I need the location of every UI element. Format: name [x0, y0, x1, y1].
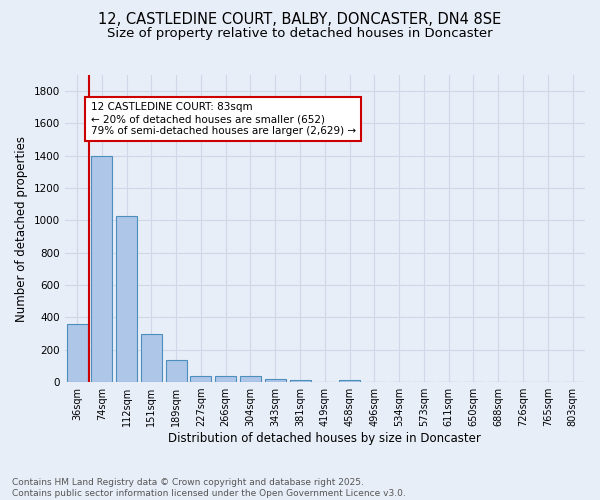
- Text: Size of property relative to detached houses in Doncaster: Size of property relative to detached ho…: [107, 28, 493, 40]
- Bar: [166, 360, 187, 382]
- X-axis label: Distribution of detached houses by size in Doncaster: Distribution of detached houses by size …: [169, 432, 481, 445]
- Bar: [190, 376, 211, 382]
- Y-axis label: Number of detached properties: Number of detached properties: [15, 136, 28, 322]
- Text: 12 CASTLEDINE COURT: 83sqm
← 20% of detached houses are smaller (652)
79% of sem: 12 CASTLEDINE COURT: 83sqm ← 20% of deta…: [91, 102, 356, 136]
- Bar: [290, 380, 311, 382]
- Bar: [215, 376, 236, 382]
- Bar: [141, 334, 162, 382]
- Bar: [116, 216, 137, 382]
- Bar: [339, 380, 360, 382]
- Text: 12, CASTLEDINE COURT, BALBY, DONCASTER, DN4 8SE: 12, CASTLEDINE COURT, BALBY, DONCASTER, …: [98, 12, 502, 28]
- Text: Contains HM Land Registry data © Crown copyright and database right 2025.
Contai: Contains HM Land Registry data © Crown c…: [12, 478, 406, 498]
- Bar: [265, 379, 286, 382]
- Bar: [91, 156, 112, 382]
- Bar: [240, 376, 261, 382]
- Bar: [67, 324, 88, 382]
